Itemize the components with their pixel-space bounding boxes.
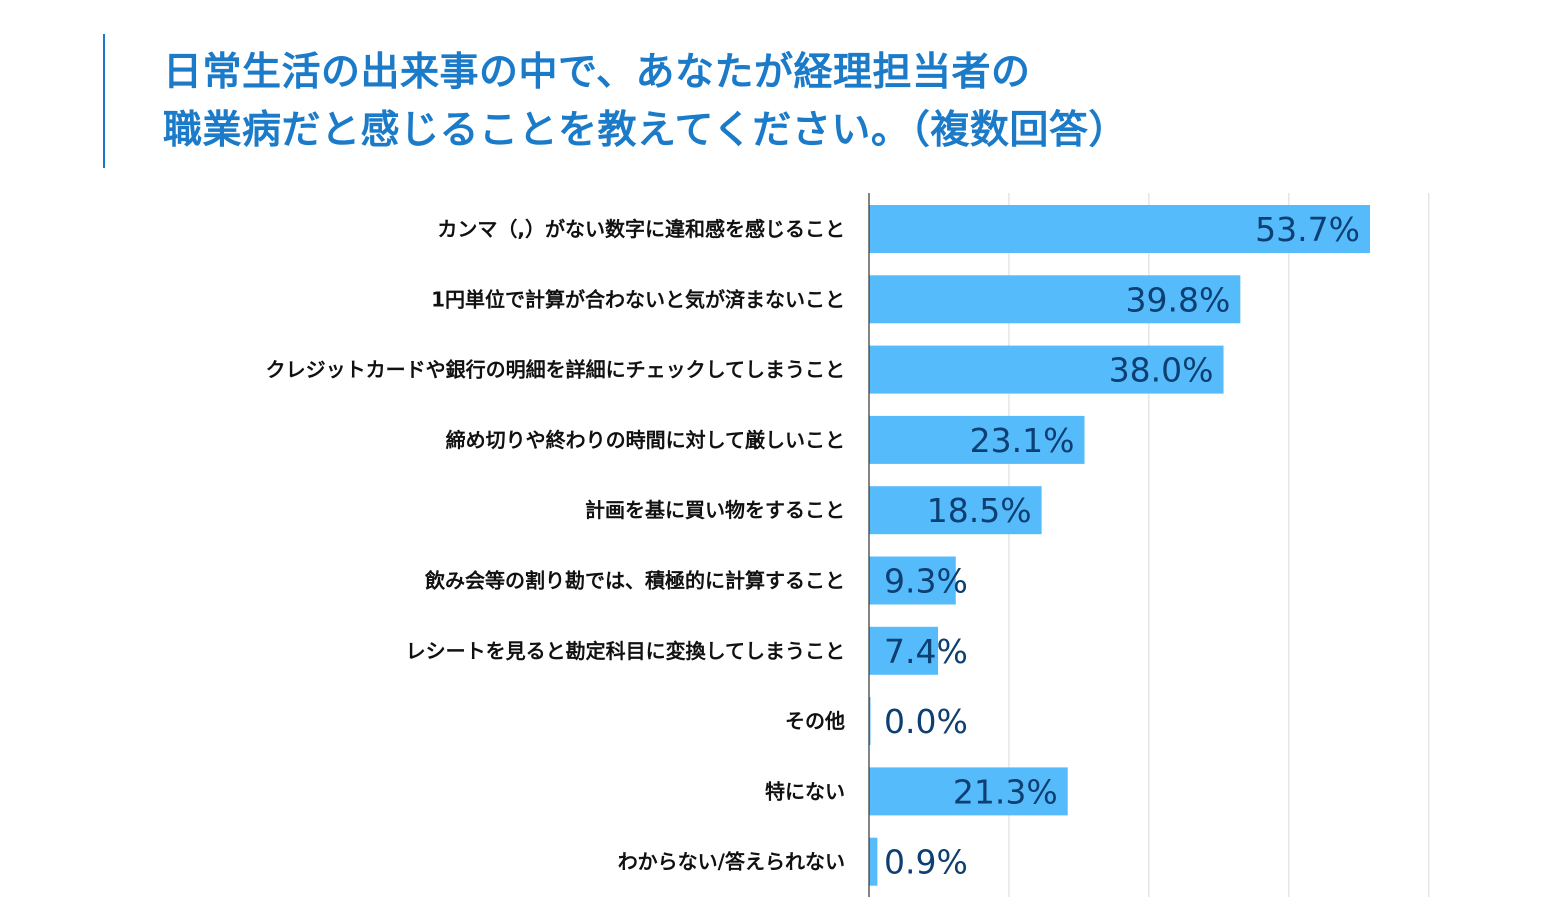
- bar: [869, 486, 1042, 535]
- value-label: 38.0%: [1109, 351, 1214, 390]
- value-label: 53.7%: [1255, 210, 1360, 249]
- category-label: 飲み会等の割り勘では、積極的に計算すること: [424, 569, 845, 593]
- category-label: 計画を基に買い物をすること: [585, 498, 845, 522]
- bars: [869, 205, 1371, 886]
- bar: [869, 415, 1085, 464]
- bar: [869, 767, 1068, 816]
- title-accent-line: [103, 34, 105, 168]
- category-label: わからない/答えられない: [618, 850, 845, 874]
- category-label: 特にない: [765, 779, 845, 803]
- category-label: 1円単位で計算が合わないと気が済まないこと: [431, 287, 845, 311]
- category-label: 締め切りや終わりの時間に対して厳しいこと: [446, 428, 845, 452]
- bar: [869, 275, 1241, 324]
- value-label: 23.1%: [970, 421, 1075, 460]
- category-label: クレジットカードや銀行の明細を詳細にチェックしてしまうこと: [266, 358, 845, 382]
- category-label: レシートを見ると勘定科目に変換してしまうこと: [406, 639, 845, 663]
- value-label: 0.0%: [884, 702, 968, 741]
- bar: [869, 626, 939, 675]
- value-label: 21.3%: [953, 772, 1058, 811]
- category-labels: カンマ（,）がない数字に違和感を感じること 1円単位で計算が合わないと気が済まない…: [266, 217, 845, 874]
- bar: [869, 697, 871, 746]
- value-label: 7.4%: [884, 632, 968, 671]
- value-labels: 53.7% 39.8% 38.0% 23.1% 18.5% 9.3% 7.4% 0.0% 21.…: [884, 210, 1360, 882]
- value-label: 0.9%: [884, 843, 968, 882]
- bar: [869, 205, 1371, 253]
- value-label: 18.5%: [927, 491, 1032, 530]
- chart-title-line-1: 日常生活の出来事の中で、あなたが経理担当者の: [163, 50, 1031, 95]
- bar: [869, 837, 878, 886]
- chart-title-line-2: 職業病だと感じることを教えてください。（複数回答）: [163, 108, 1128, 153]
- category-label: その他: [785, 709, 845, 733]
- value-label: 9.3%: [884, 562, 968, 601]
- chart-title: 日常生活の出来事の中で、あなたが経理担当者の 職業病だと感じることを教えてくださ…: [163, 44, 1503, 160]
- value-label: 39.8%: [1125, 280, 1230, 319]
- category-label: カンマ（,）がない数字に違和感を感じること: [437, 217, 845, 241]
- bar: [869, 345, 1224, 394]
- bar: [869, 556, 956, 605]
